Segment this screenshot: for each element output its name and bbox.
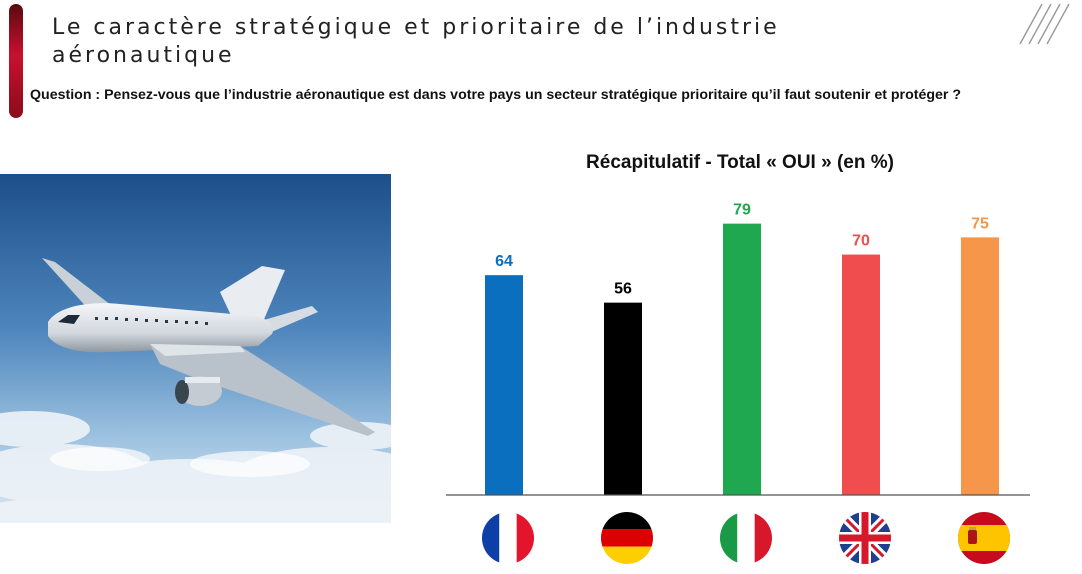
data-label: 70	[852, 233, 870, 250]
decorative-stripes	[1019, 3, 1070, 45]
airplane-photo	[0, 174, 391, 523]
bar-spain	[961, 237, 999, 495]
bar-germany	[604, 302, 642, 495]
data-label: 75	[971, 215, 989, 232]
data-label: 79	[733, 202, 751, 219]
bar-italy	[723, 223, 761, 495]
flag-spain-icon	[958, 512, 1010, 564]
bar-chart: 64 56 79 70 75	[446, 202, 1030, 564]
flag-italy-icon	[720, 512, 772, 564]
bar-uk	[842, 254, 880, 495]
data-label: 64	[495, 253, 513, 270]
data-label: 56	[614, 281, 632, 298]
chart-title: Récapitulatif - Total « OUI » (en %)	[586, 152, 894, 173]
bar-france	[485, 275, 523, 495]
flag-france-icon	[482, 512, 534, 564]
flag-germany-icon	[601, 512, 653, 564]
survey-question: Question : Pensez-vous que l’industrie a…	[30, 87, 962, 103]
flag-uk-icon	[839, 512, 891, 564]
slide-title: Le caractère stratégique et prioritaire …	[52, 15, 780, 68]
accent-bar	[9, 4, 23, 118]
